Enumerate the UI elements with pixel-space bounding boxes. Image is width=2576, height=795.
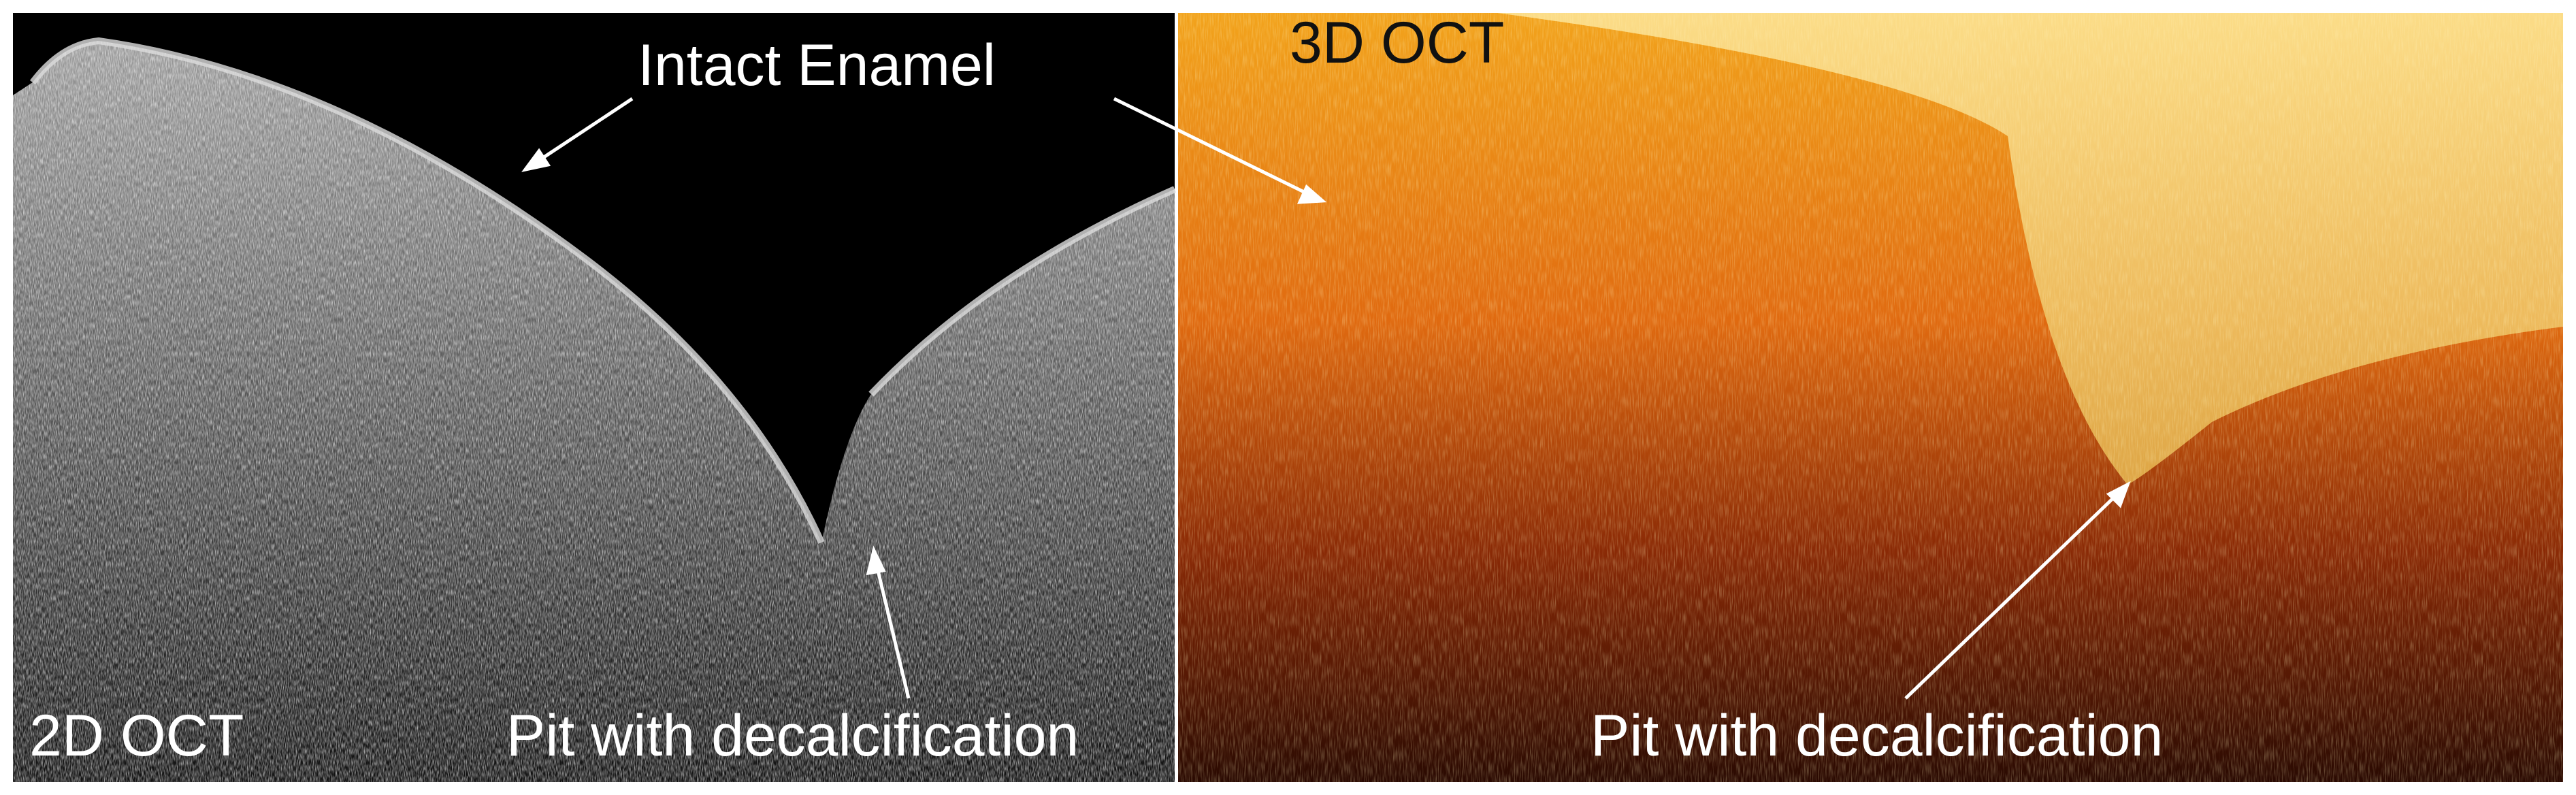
arrow — [1113, 97, 1309, 196]
panel-label: 2D OCT — [29, 703, 244, 768]
arrow — [875, 564, 911, 699]
arrow-head — [1297, 184, 1327, 204]
arrow — [536, 97, 634, 163]
arrow — [1904, 493, 2118, 700]
arrow-head — [521, 148, 551, 172]
arrows — [521, 97, 2131, 700]
annotation: Intact Enamel — [638, 33, 996, 98]
annotation: Pit with decalcification — [506, 703, 1079, 768]
arrow-head — [866, 545, 886, 576]
enamel-surface — [30, 37, 1177, 545]
arrow-head — [2106, 481, 2131, 508]
annotation: Pit with decalcification — [1591, 703, 2163, 768]
grain-texture — [1178, 13, 2563, 782]
panel-label: 3D OCT — [1290, 10, 1504, 76]
